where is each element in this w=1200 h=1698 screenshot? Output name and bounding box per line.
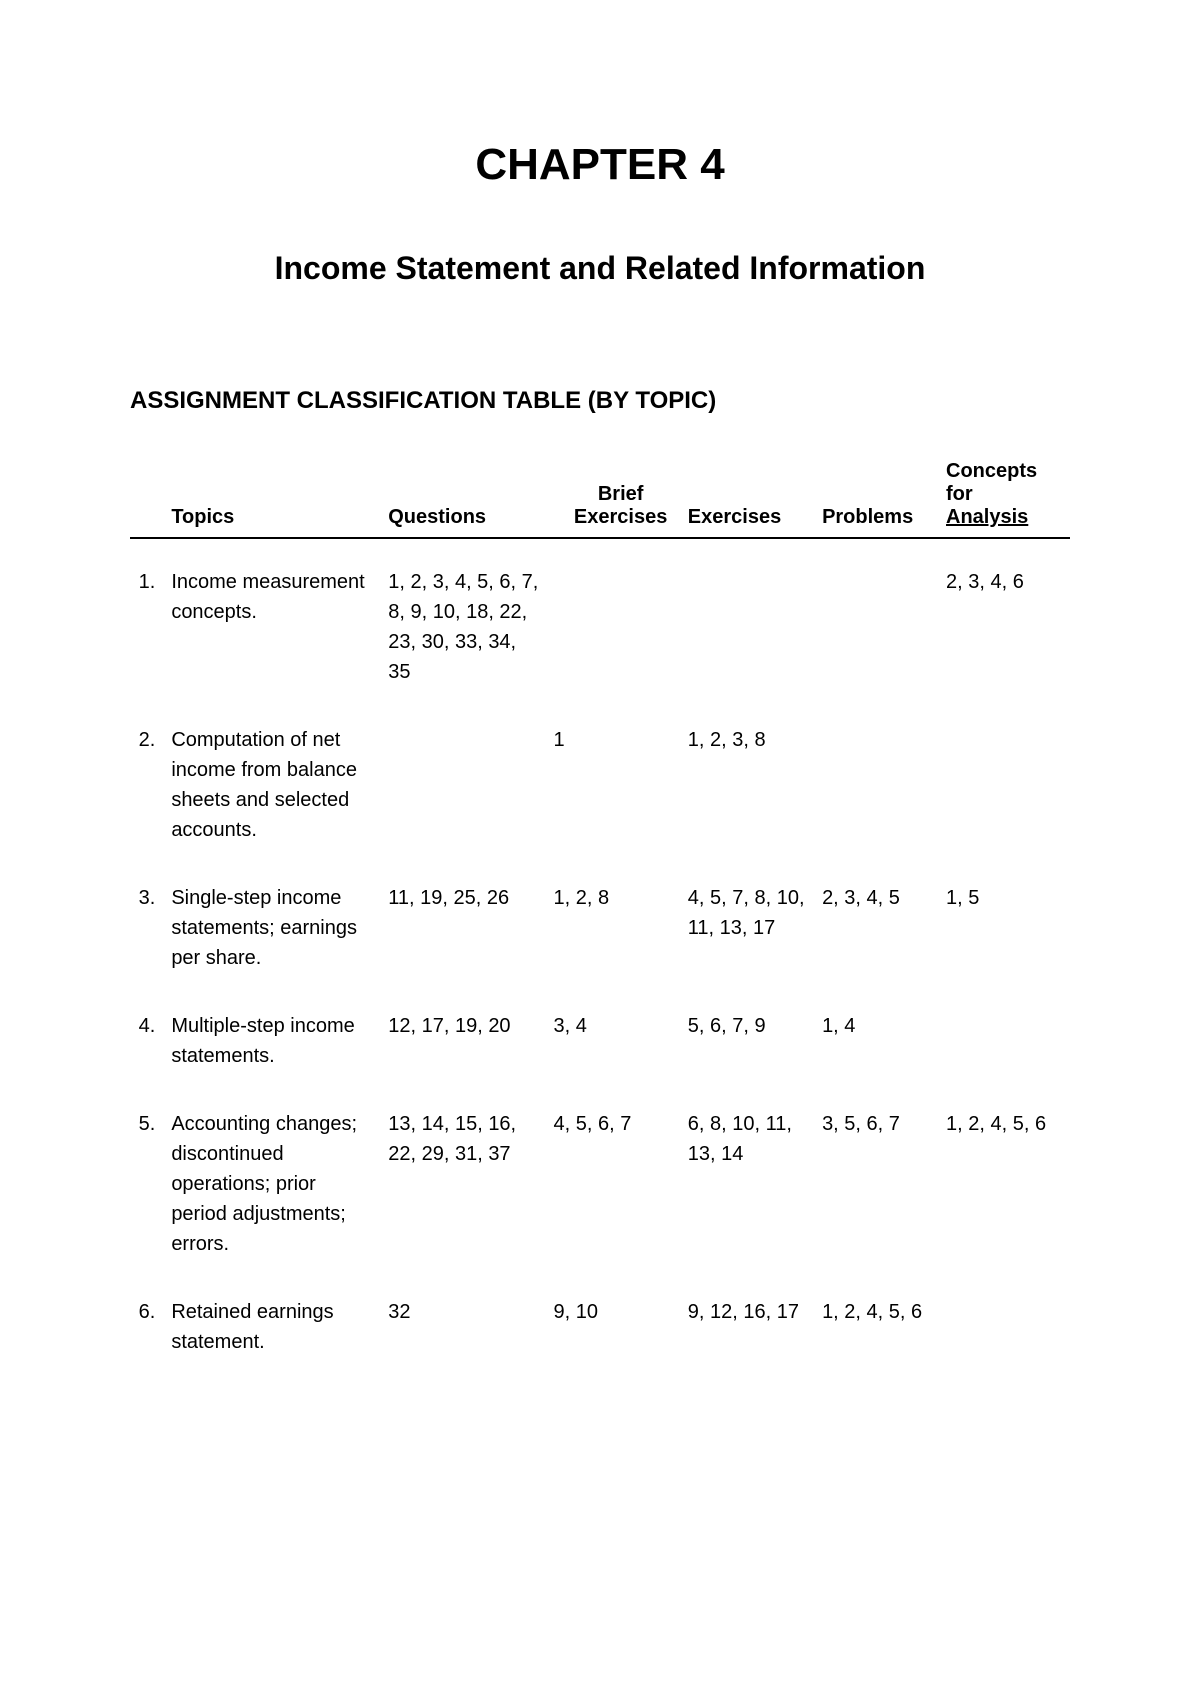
row-exercises: 6, 8, 10, 11, 13, 14 [688,1081,822,1269]
row-concepts [946,697,1070,855]
row-num: 5. [130,1081,171,1269]
header-blank [130,460,171,538]
row-brief-exercises: 1, 2, 8 [554,855,688,983]
header-concepts-text: Concepts [946,460,1037,482]
row-topic: Multiple-step income statements. [171,983,388,1081]
row-problems [822,538,946,697]
row-topic: Computation of net income from balance s… [171,697,388,855]
row-topic: Retained earnings statement. [171,1269,388,1367]
header-questions: Questions [388,460,553,538]
row-questions: 32 [388,1269,553,1367]
row-questions: 11, 19, 25, 26 [388,855,553,983]
row-concepts [946,1269,1070,1367]
table-row: 3. Single-step income statements; earnin… [130,855,1070,983]
row-concepts: 2, 3, 4, 6 [946,538,1070,697]
header-concepts: Concepts for Analysis [946,460,1070,538]
row-num: 1. [130,538,171,697]
row-concepts [946,983,1070,1081]
row-problems: 3, 5, 6, 7 [822,1081,946,1269]
header-exercises: Exercises [688,460,822,538]
classification-table: Topics Questions Brief Exercises Exercis… [130,460,1070,1367]
row-problems: 1, 2, 4, 5, 6 [822,1269,946,1367]
row-questions: 1, 2, 3, 4, 5, 6, 7, 8, 9, 10, 18, 22, 2… [388,538,553,697]
row-exercises [688,538,822,697]
row-problems: 2, 3, 4, 5 [822,855,946,983]
row-problems [822,697,946,855]
table-body: 1. Income measurement concepts. 1, 2, 3,… [130,538,1070,1367]
table-row: 1. Income measurement concepts. 1, 2, 3,… [130,538,1070,697]
header-problems: Problems [822,460,946,538]
header-exercises-text: Exercises [574,506,667,528]
row-questions [388,697,553,855]
row-num: 6. [130,1269,171,1367]
row-num: 2. [130,697,171,855]
row-brief-exercises: 1 [554,697,688,855]
header-for-text: for [946,483,973,505]
row-exercises: 1, 2, 3, 8 [688,697,822,855]
header-brief-text: Brief [598,483,644,505]
header-analysis-text: Analysis [946,506,1028,528]
row-brief-exercises: 4, 5, 6, 7 [554,1081,688,1269]
row-brief-exercises [554,538,688,697]
row-exercises: 9, 12, 16, 17 [688,1269,822,1367]
table-row: 2. Computation of net income from balanc… [130,697,1070,855]
chapter-subtitle: Income Statement and Related Information [130,250,1070,287]
header-brief-exercises: Brief Exercises [554,460,688,538]
table-row: 5. Accounting changes; discontinued oper… [130,1081,1070,1269]
row-brief-exercises: 9, 10 [554,1269,688,1367]
row-concepts: 1, 2, 4, 5, 6 [946,1081,1070,1269]
row-num: 4. [130,983,171,1081]
row-concepts: 1, 5 [946,855,1070,983]
row-questions: 12, 17, 19, 20 [388,983,553,1081]
row-topic: Accounting changes; discontinued operati… [171,1081,388,1269]
row-brief-exercises: 3, 4 [554,983,688,1081]
table-row: 4. Multiple-step income statements. 12, … [130,983,1070,1081]
section-title: ASSIGNMENT CLASSIFICATION TABLE (BY TOPI… [130,387,1070,415]
row-topic: Income measurement concepts. [171,538,388,697]
row-questions: 13, 14, 15, 16, 22, 29, 31, 37 [388,1081,553,1269]
row-topic: Single-step income statements; earnings … [171,855,388,983]
chapter-title: CHAPTER 4 [130,140,1070,190]
row-num: 3. [130,855,171,983]
header-topics: Topics [171,460,388,538]
row-exercises: 4, 5, 7, 8, 10, 11, 13, 17 [688,855,822,983]
table-row: 6. Retained earnings statement. 32 9, 10… [130,1269,1070,1367]
row-problems: 1, 4 [822,983,946,1081]
row-exercises: 5, 6, 7, 9 [688,983,822,1081]
